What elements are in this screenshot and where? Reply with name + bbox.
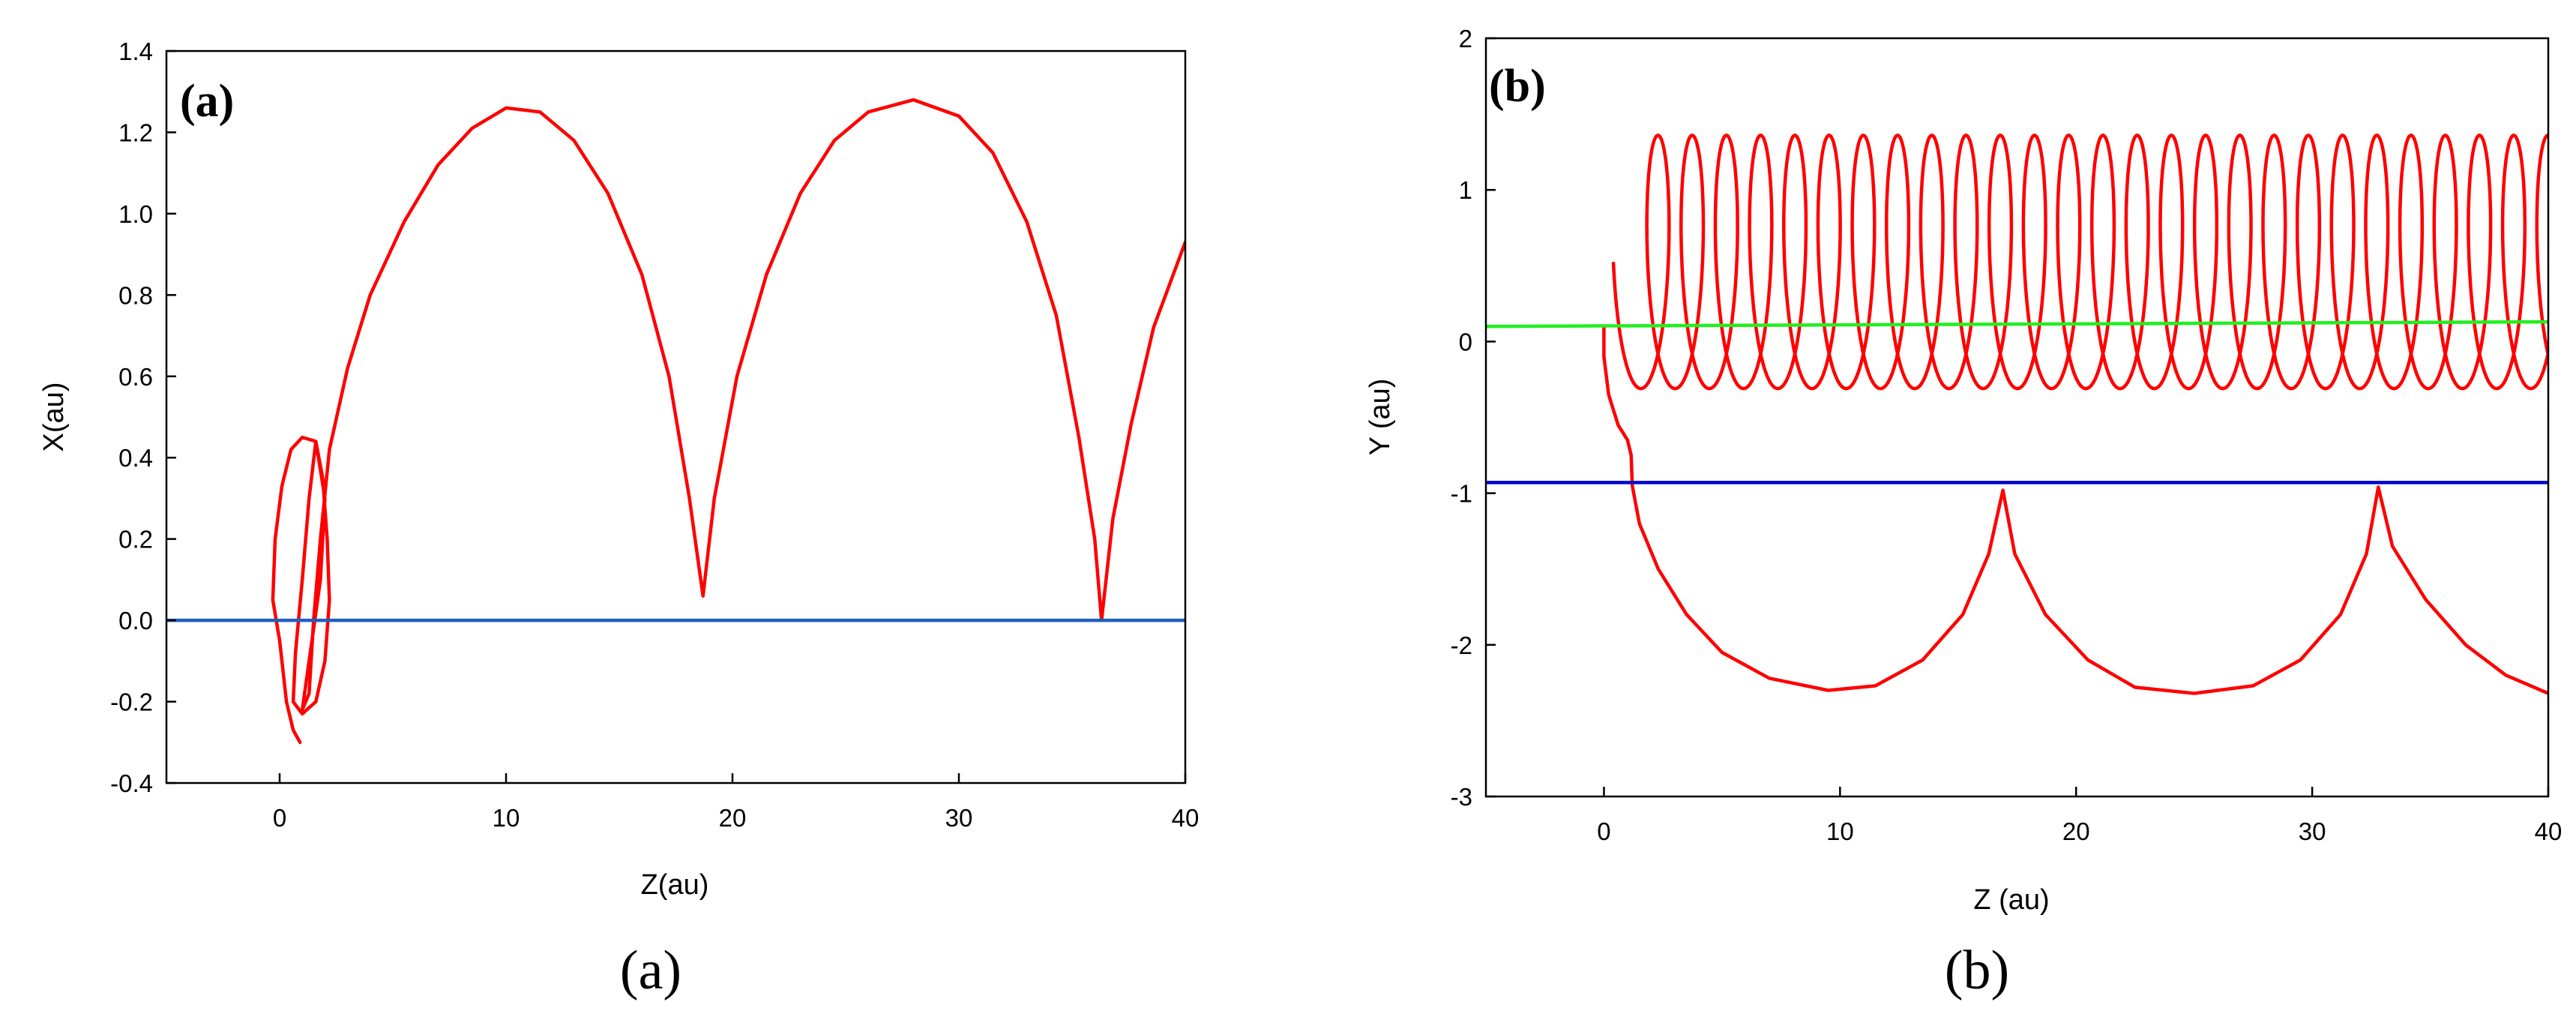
x-tick-label: 10 bbox=[1826, 818, 1854, 845]
panel-a-y-axis-title: X(au) bbox=[38, 382, 70, 452]
x-tick-label: 0 bbox=[1597, 818, 1610, 845]
y-tick-label: 1.2 bbox=[118, 118, 153, 146]
series-line-0 bbox=[271, 98, 1185, 745]
y-tick-label: 0 bbox=[1459, 328, 1472, 356]
y-tick-label: 0.0 bbox=[118, 607, 153, 634]
y-tick-label: 0.2 bbox=[118, 526, 153, 554]
panel-b-y-axis: -3 -2 -1 0 1 2 bbox=[1451, 25, 1496, 811]
panel-a-caption: (a) bbox=[620, 940, 681, 1001]
y-tick-label: -0.4 bbox=[110, 770, 153, 797]
x-tick-label: 10 bbox=[493, 804, 520, 832]
series-line-2 bbox=[1486, 320, 2548, 328]
panel-a-x-axis: 0 10 20 30 40 bbox=[273, 773, 1200, 832]
x-tick-label: 40 bbox=[1172, 804, 1200, 832]
y-tick-label: 1.4 bbox=[118, 38, 153, 65]
panel-b-y-axis-title: Y (au) bbox=[1364, 379, 1396, 456]
x-tick-label: 30 bbox=[945, 804, 973, 832]
panel-a-x-axis-title: Z(au) bbox=[641, 869, 709, 901]
series-line-1 bbox=[1630, 484, 2548, 695]
x-tick-label: 20 bbox=[719, 804, 747, 832]
panel-b-caption: (b) bbox=[1945, 940, 2009, 1001]
y-tick-label: 2 bbox=[1459, 25, 1472, 52]
panel-b-x-axis: 0 10 20 30 40 bbox=[1597, 787, 2562, 845]
y-tick-label: 1.0 bbox=[118, 200, 153, 228]
panel-a-label: (a) bbox=[180, 76, 234, 127]
x-tick-label: 30 bbox=[2299, 818, 2326, 845]
y-tick-label: -3 bbox=[1451, 783, 1472, 811]
helix-series-line bbox=[1611, 134, 2548, 391]
y-tick-label: 1 bbox=[1459, 176, 1472, 204]
panel-a-frame bbox=[165, 50, 1187, 784]
x-tick-label: 40 bbox=[2535, 818, 2563, 845]
panel-b-frame bbox=[1484, 37, 2550, 798]
y-tick-label: -1 bbox=[1451, 480, 1472, 508]
panel-a-plot-area bbox=[166, 98, 1185, 745]
y-tick-label: 0.6 bbox=[118, 363, 153, 391]
y-tick-label: -2 bbox=[1451, 632, 1472, 659]
series-line-0 bbox=[1602, 324, 1634, 488]
panel-a: -0.4 -0.2 0.0 0.2 0.4 0.6 0.8 1.0 1.2 1.4 0 10 20 30… bbox=[38, 38, 1199, 1001]
x-tick-label: 20 bbox=[2062, 818, 2090, 845]
y-tick-label: 0.4 bbox=[118, 444, 153, 472]
panel-b-x-axis-title: Z (au) bbox=[1973, 884, 2049, 916]
panel-b-plot-area bbox=[1486, 134, 2548, 695]
panel-a-y-axis: -0.4 -0.2 0.0 0.2 0.4 0.6 0.8 1.0 1.2 1.4 bbox=[110, 38, 176, 797]
x-tick-label: 0 bbox=[273, 804, 286, 832]
panel-b-label: (b) bbox=[1489, 61, 1546, 112]
y-tick-label: 0.8 bbox=[118, 281, 153, 309]
y-tick-label: -0.2 bbox=[110, 688, 153, 716]
panel-b: -3 -2 -1 0 1 2 0 10 20 30 40 (b) Y (au) Z (au) (b… bbox=[1364, 25, 2562, 1001]
